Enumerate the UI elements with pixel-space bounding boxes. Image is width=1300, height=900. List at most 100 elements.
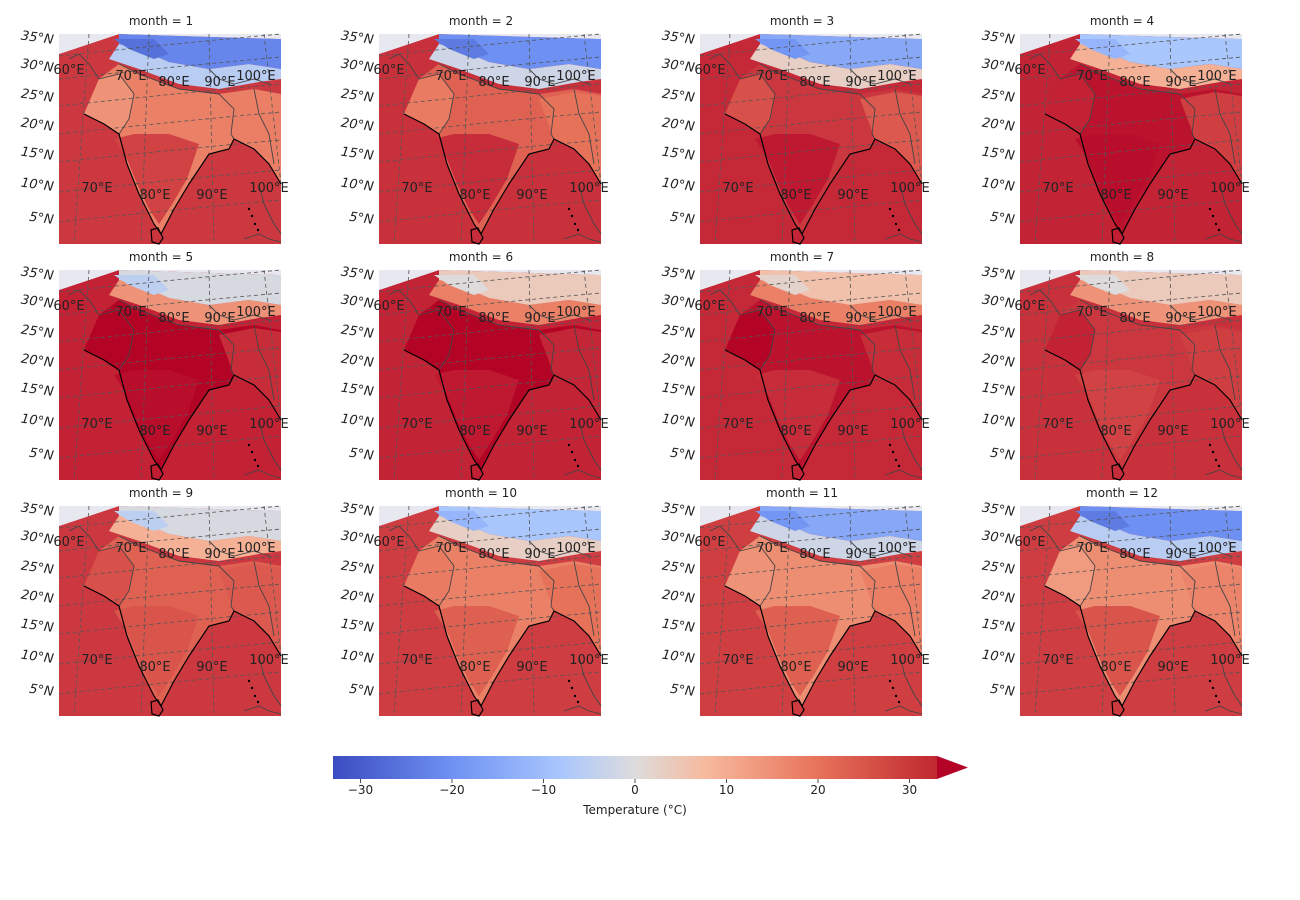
- island: [1211, 214, 1215, 218]
- lat-label: 15°N: [20, 617, 55, 636]
- island: [573, 222, 577, 226]
- lat-label: 25°N: [661, 87, 696, 106]
- tibet-region: [760, 506, 922, 541]
- lat-label: 30°N: [981, 293, 1016, 312]
- western-tibet-region: [114, 511, 169, 531]
- lon-label-top: 60°E: [1014, 299, 1045, 314]
- deccan-region: [114, 134, 199, 224]
- lat-label: 10°N: [20, 648, 55, 667]
- tibet-region: [119, 270, 281, 305]
- lat-label: 30°N: [20, 293, 55, 312]
- lon-label-top: 70°E: [756, 305, 787, 320]
- island: [897, 228, 901, 232]
- lat-label: 10°N: [981, 176, 1016, 195]
- lon-label-top: 80°E: [1119, 547, 1150, 562]
- western-tibet-region: [755, 39, 810, 59]
- coastline: [1044, 585, 1243, 708]
- deccan-region: [114, 606, 199, 696]
- panel-title: month = 6: [448, 250, 514, 264]
- country-borders: [388, 289, 602, 479]
- panel-title: month = 5: [128, 250, 194, 264]
- lat-label: 30°N: [340, 57, 375, 76]
- lon-label-bottom: 70°E: [401, 417, 432, 432]
- lon-label-top: 100°E: [556, 305, 596, 320]
- east-region: [860, 92, 922, 184]
- map-panel-month-12: month = 12 35°N 30°N 25°N 20°N 15°N 10°N 5°N 60°…: [981, 486, 1281, 722]
- lon-label-top: 100°E: [1197, 69, 1237, 84]
- lat-label: 20°N: [20, 116, 55, 135]
- lon-label-bottom: 90°E: [196, 660, 227, 675]
- island: [897, 464, 901, 468]
- lat-label: 35°N: [661, 29, 696, 48]
- colorbar-tick-label: 0: [631, 783, 639, 797]
- island: [888, 207, 892, 211]
- lat-label: 5°N: [28, 210, 55, 228]
- sri-lanka-coast: [1111, 699, 1125, 717]
- lat-label: 35°N: [20, 29, 55, 48]
- lon-label-top: 90°E: [204, 547, 235, 562]
- lat-label: 35°N: [661, 501, 696, 520]
- lon-label-bottom: 70°E: [1042, 181, 1073, 196]
- lat-label: 20°N: [340, 588, 375, 607]
- western-desert-region: [404, 74, 454, 134]
- lon-label-bottom: 80°E: [459, 660, 490, 675]
- lat-label: 20°N: [20, 352, 55, 371]
- lon-label-top: 100°E: [556, 541, 596, 556]
- tibet-region: [119, 34, 281, 69]
- coastline: [724, 585, 923, 708]
- lon-label-bottom: 100°E: [569, 417, 609, 432]
- map-panel-month-5: month = 5 35°N 30°N 25°N 20°N 15°N 10°N 5°N 60°E…: [20, 250, 320, 486]
- panel-title: month = 8: [1089, 250, 1155, 264]
- country-borders: [1029, 53, 1243, 243]
- lat-label: 5°N: [348, 210, 375, 228]
- island: [576, 700, 580, 704]
- western-tibet-region: [114, 39, 169, 59]
- coastline: [724, 113, 923, 236]
- lon-label-top: 60°E: [694, 535, 725, 550]
- lat-label: 25°N: [340, 87, 375, 106]
- map-panel-month-3: month = 3 35°N 30°N 25°N 20°N 15°N 10°N 5°N 60°E…: [661, 14, 961, 250]
- graticule: [699, 505, 923, 717]
- sri-lanka-coast: [1111, 227, 1125, 245]
- lon-label-top: 100°E: [1197, 541, 1237, 556]
- western-desert-region: [1045, 546, 1095, 606]
- lon-label-bottom: 80°E: [780, 424, 811, 439]
- map-svg: 35°N 30°N 25°N 20°N 15°N 10°N 5°N 60°E 70°E 80°E 9…: [20, 501, 289, 717]
- map-svg: 35°N 30°N 25°N 20°N 15°N 10°N 5°N 60°E 70°E 80°E 9…: [661, 29, 930, 245]
- island: [897, 700, 901, 704]
- island: [570, 450, 574, 454]
- graticule: [58, 33, 282, 245]
- lon-label-top: 60°E: [373, 63, 404, 78]
- lon-label-top: 80°E: [799, 547, 830, 562]
- coastline: [724, 349, 923, 472]
- western-tibet-region: [434, 511, 489, 531]
- panel-title: month = 3: [769, 14, 835, 28]
- island: [1208, 679, 1212, 683]
- island: [247, 679, 251, 683]
- lon-label-top: 90°E: [1165, 311, 1196, 326]
- lat-label: 5°N: [989, 210, 1016, 228]
- map-panel-month-10: month = 10 35°N 30°N 25°N 20°N 15°N 10°N 5°N 60°…: [340, 486, 640, 722]
- coastline: [1044, 113, 1243, 236]
- island: [247, 207, 251, 211]
- lat-label: 25°N: [20, 323, 55, 342]
- island: [891, 450, 895, 454]
- lon-label-bottom: 90°E: [196, 424, 227, 439]
- country-borders: [709, 525, 923, 715]
- lon-label-bottom: 90°E: [516, 188, 547, 203]
- map-svg: 35°N 30°N 25°N 20°N 15°N 10°N 5°N 60°E 70°E 80°E 9…: [340, 265, 609, 481]
- coastline: [1044, 349, 1243, 472]
- western-desert-region: [1045, 74, 1095, 134]
- island: [1217, 700, 1221, 704]
- lon-label-top: 70°E: [115, 541, 146, 556]
- lat-label: 10°N: [981, 412, 1016, 431]
- lon-label-top: 90°E: [845, 75, 876, 90]
- graticule: [1019, 33, 1243, 245]
- lon-label-top: 100°E: [1197, 305, 1237, 320]
- lat-label: 35°N: [981, 29, 1016, 48]
- island: [888, 679, 892, 683]
- lat-label: 35°N: [20, 501, 55, 520]
- lat-label: 10°N: [340, 648, 375, 667]
- tibet-region: [439, 506, 601, 541]
- lon-label-top: 80°E: [158, 547, 189, 562]
